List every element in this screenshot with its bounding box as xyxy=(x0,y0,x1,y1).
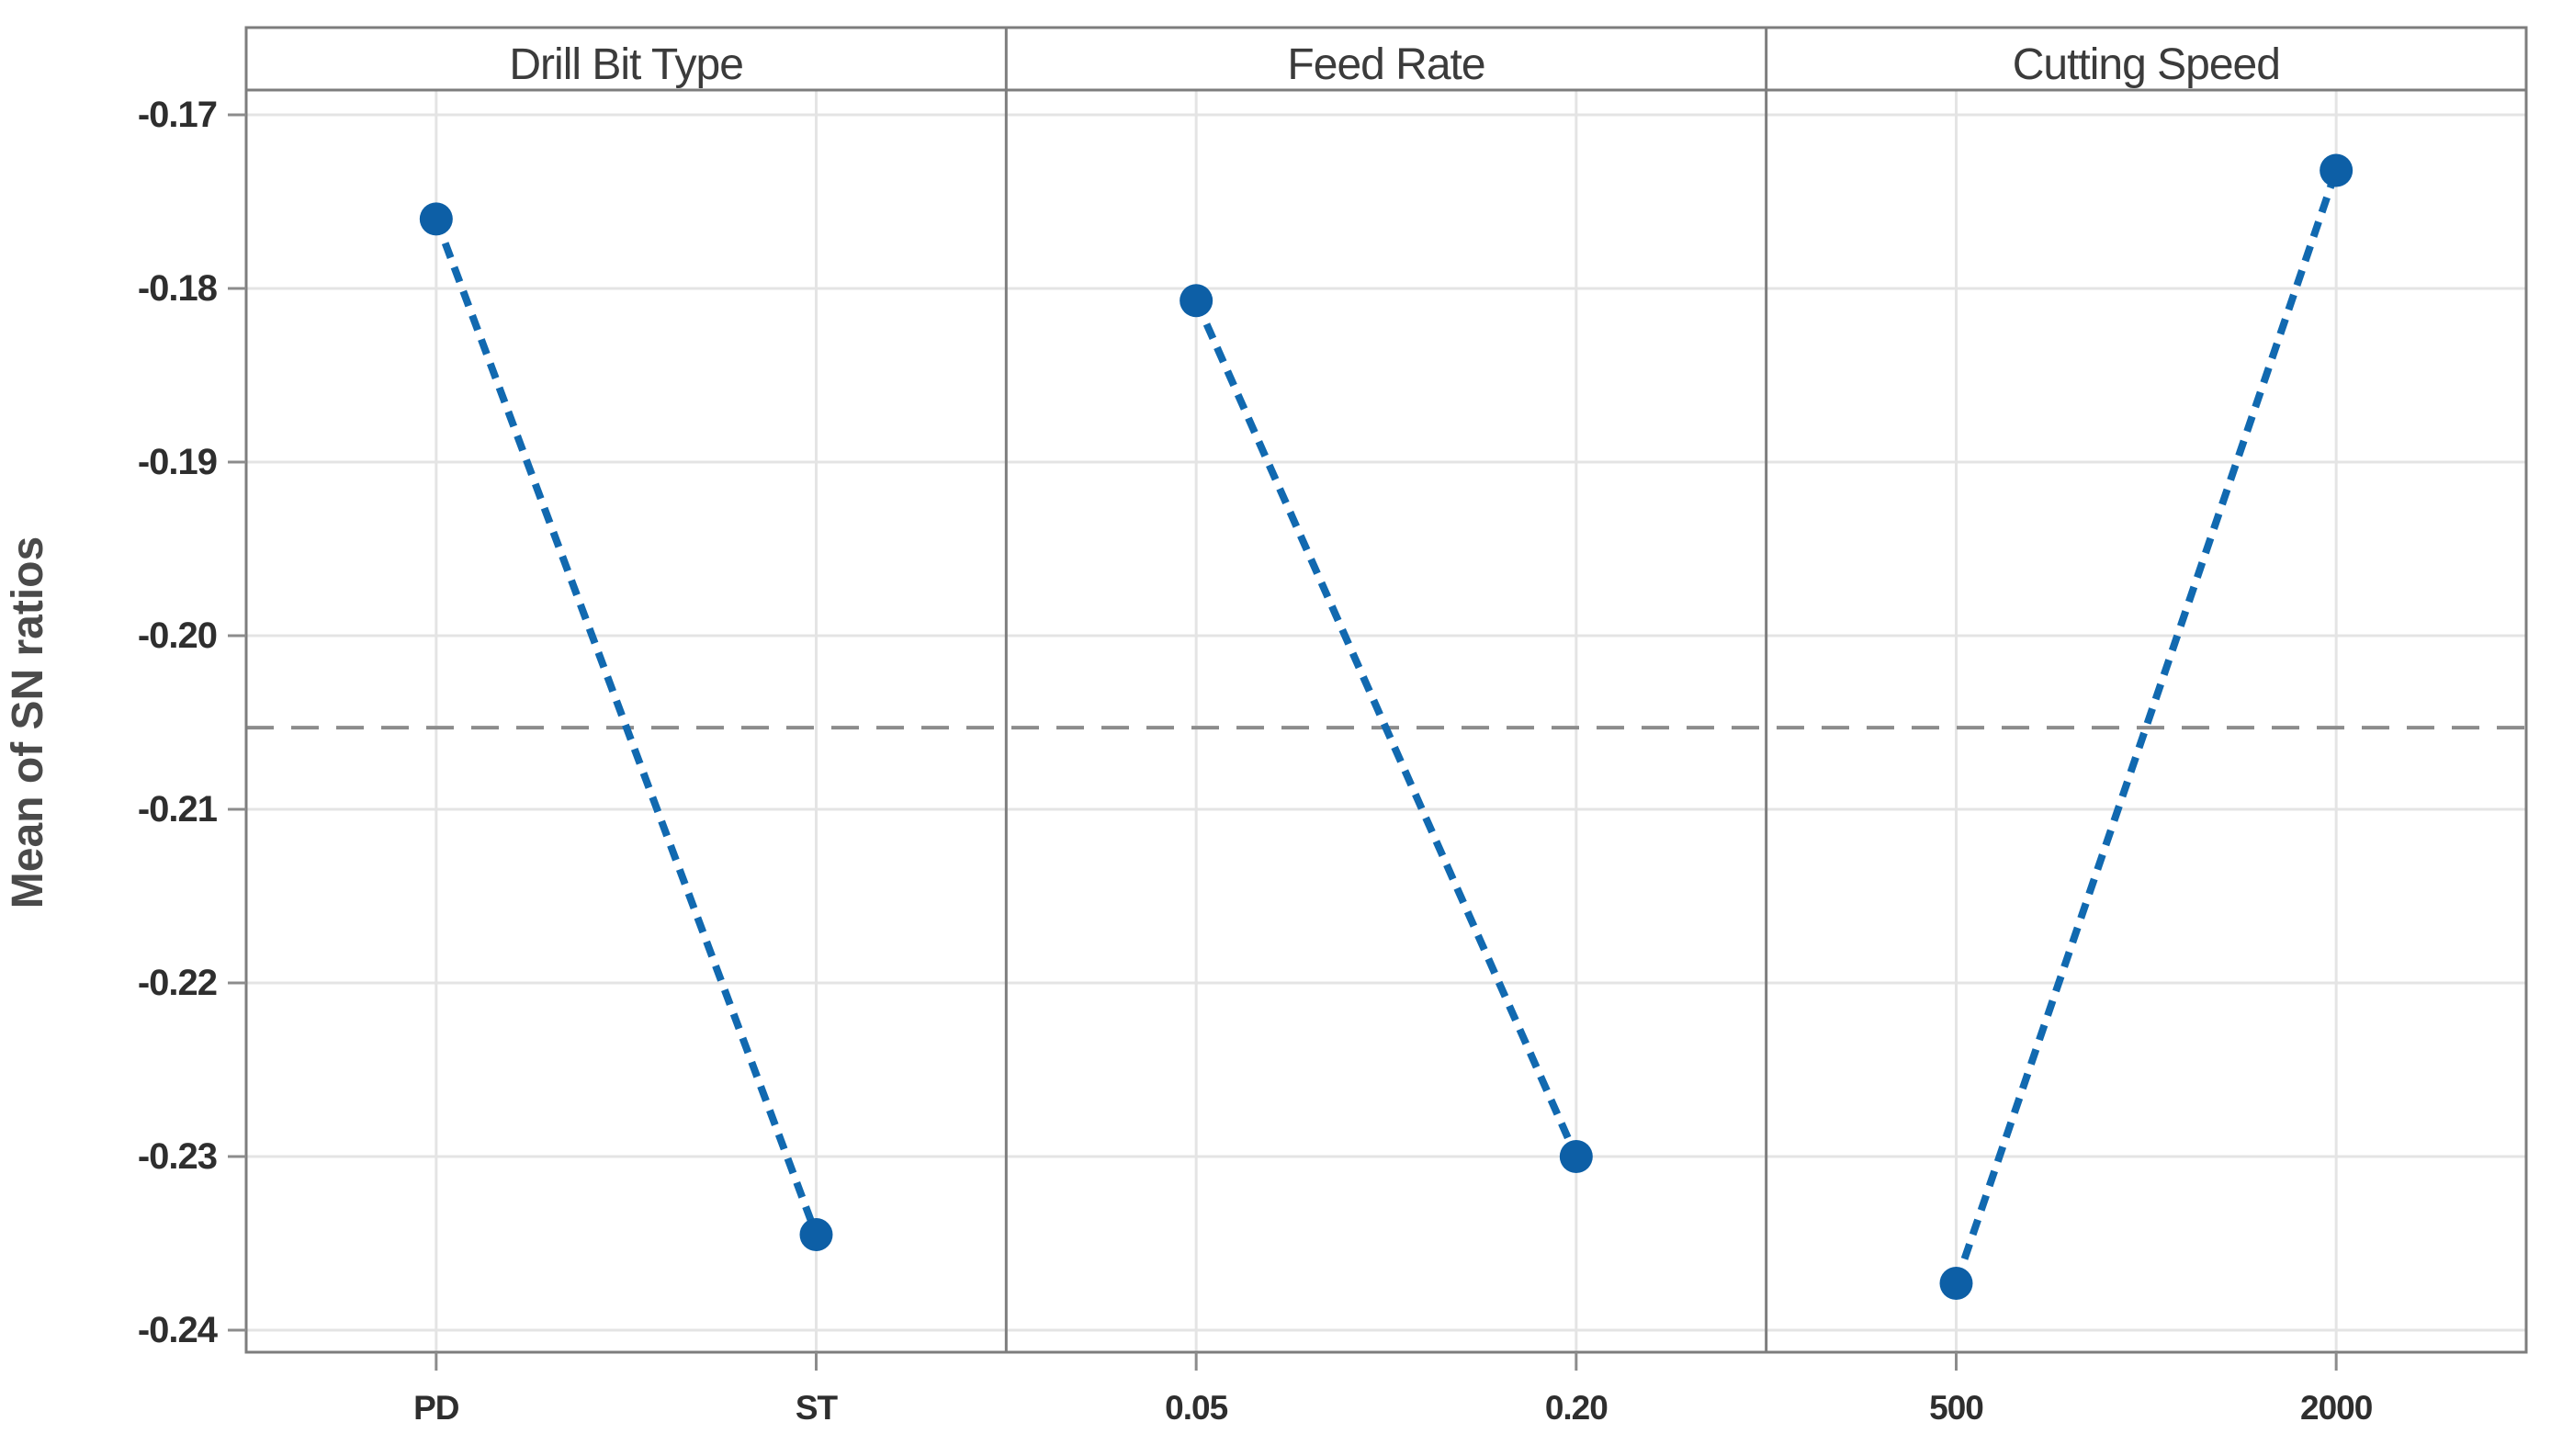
x-tick-label: 0.05 xyxy=(1165,1389,1227,1427)
y-tick-label: -0.17 xyxy=(138,95,217,135)
x-tick-label: 2000 xyxy=(2300,1389,2373,1427)
series-line xyxy=(1192,299,1580,1158)
y-tick-label: -0.18 xyxy=(138,268,218,309)
data-point xyxy=(799,1218,833,1252)
x-tick-label: PD xyxy=(413,1389,459,1427)
y-tick-label: -0.21 xyxy=(138,789,218,830)
data-point xyxy=(1939,1266,1973,1300)
panel-title: Feed Rate xyxy=(1287,40,1484,89)
data-point xyxy=(2320,153,2353,187)
x-tick-label: 0.20 xyxy=(1545,1389,1608,1427)
x-tick-label: ST xyxy=(796,1389,839,1427)
panel-title: Cutting Speed xyxy=(2013,40,2280,89)
data-point xyxy=(1180,284,1213,318)
y-tick-label: -0.23 xyxy=(138,1136,217,1177)
data-point xyxy=(1559,1140,1593,1173)
series-line xyxy=(433,217,820,1236)
data-point xyxy=(419,202,453,236)
y-tick-label: -0.20 xyxy=(138,615,217,656)
y-tick-label: -0.22 xyxy=(138,963,217,1003)
plot-frame xyxy=(244,26,2528,1354)
x-tick-label: 500 xyxy=(1929,1389,1983,1427)
panel-title: Drill Bit Type xyxy=(509,40,743,89)
y-tick-label: -0.24 xyxy=(138,1310,219,1350)
y-axis-title: Mean of SN ratios xyxy=(4,536,52,909)
y-tick-label: -0.19 xyxy=(138,442,217,482)
series-line xyxy=(1952,169,2340,1285)
